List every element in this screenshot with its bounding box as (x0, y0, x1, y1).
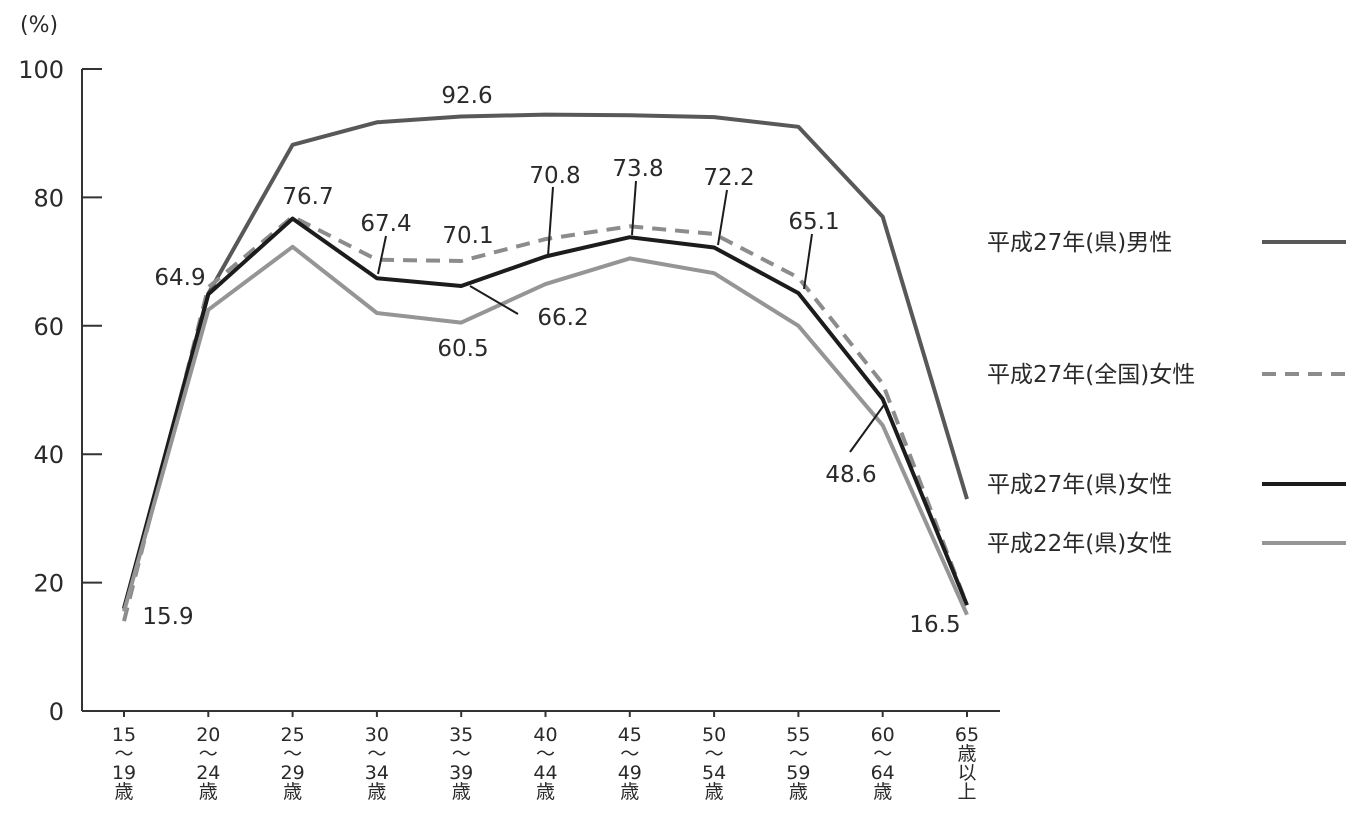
annotation-leader-line (631, 180, 637, 236)
x-tick-label: ～ (789, 743, 808, 765)
y-tick-label: 60 (33, 313, 64, 341)
x-tick-label: ～ (705, 743, 724, 765)
x-tick-label: 55 (786, 724, 810, 746)
x-tick-label: 歳 (114, 781, 133, 803)
y-tick-label: 100 (18, 56, 64, 84)
data-label: 64.9 (154, 265, 205, 291)
x-tick-label: ～ (452, 743, 471, 765)
x-tick-label: 45 (618, 724, 642, 746)
annotation-leader-line (849, 404, 885, 453)
data-label: 70.8 (529, 163, 580, 189)
x-tick-label: 歳 (873, 781, 892, 803)
x-tick-label: 以 (957, 762, 976, 784)
x-tick-label: 25 (281, 724, 305, 746)
y-tick-label: 20 (33, 570, 64, 598)
legend-item-label: 平成27年(県)女性 (987, 472, 1172, 498)
data-annotations: 92.6 76.7 67.4 70.1 70.8 73.8 72.2 65.1 64.9 66.2… (142, 83, 960, 638)
series-line (122, 244, 969, 616)
annotation-leader-line (717, 189, 728, 246)
x-tick-label: 15 (112, 724, 136, 746)
data-label: 70.1 (442, 223, 493, 249)
annotation-leader-line (547, 186, 554, 257)
data-label: 65.1 (788, 209, 839, 235)
x-tick-label: 歳 (789, 781, 808, 803)
x-tick-label: ～ (367, 743, 386, 765)
x-tick-label: ～ (114, 743, 133, 765)
x-tick-label: 歳 (957, 743, 976, 765)
legend-item-label: 平成22年(県)女性 (987, 531, 1172, 557)
legend: 平成27年(県)男性平成27年(全国)女性平成27年(県)女性平成22年(県)女… (987, 230, 1346, 557)
x-tick-label: 歳 (620, 781, 639, 803)
annotation-leader-line (803, 233, 813, 290)
data-label: 76.7 (282, 184, 333, 210)
data-label: 15.9 (142, 604, 193, 630)
y-tick-label: 40 (33, 441, 64, 469)
x-tick-label: ～ (873, 743, 892, 765)
x-tick-label: 50 (702, 724, 726, 746)
x-tick-label: ～ (620, 743, 639, 765)
x-tick-label: ～ (536, 743, 555, 765)
series-lines (122, 112, 969, 622)
x-tick-label: 65 (955, 724, 979, 746)
x-tick-label: 34 (365, 762, 389, 784)
x-tick-label: 35 (449, 724, 473, 746)
x-tick-label: 29 (281, 762, 305, 784)
x-tick-label: 歳 (283, 781, 302, 803)
x-tick-label: 64 (871, 762, 895, 784)
data-label: 60.5 (437, 336, 488, 362)
y-axis-unit-label: (%) (20, 13, 58, 38)
data-label: 73.8 (612, 156, 663, 182)
x-tick-label: 歳 (536, 781, 555, 803)
x-tick-label: 歳 (705, 781, 724, 803)
x-tick-label: ～ (283, 743, 302, 765)
legend-item-label: 平成27年(県)男性 (987, 230, 1172, 256)
data-label: 67.4 (360, 211, 411, 237)
x-tick-label: 19 (112, 762, 136, 784)
x-tick-label: 44 (533, 762, 557, 784)
x-tick-label: 40 (533, 724, 557, 746)
x-tick-label: 49 (618, 762, 642, 784)
x-tick-label: 39 (449, 762, 473, 784)
x-tick-label: 20 (196, 724, 220, 746)
data-label: 16.5 (909, 612, 960, 638)
x-tick-label: 59 (786, 762, 810, 784)
x-tick-label: 30 (365, 724, 389, 746)
annotation-leader-line (469, 285, 519, 315)
data-label: 72.2 (703, 165, 754, 191)
x-tick-label: 上 (957, 781, 976, 803)
x-tick-label: 60 (871, 724, 895, 746)
x-tick-label: 歳 (199, 781, 218, 803)
data-label: 92.6 (441, 83, 492, 109)
x-tick-label: 歳 (452, 781, 471, 803)
data-label: 48.6 (825, 462, 876, 488)
legend-item-label: 平成27年(全国)女性 (987, 362, 1195, 388)
x-tick-label: 54 (702, 762, 726, 784)
x-tick-label: ～ (199, 743, 218, 765)
annotation-leader-line (377, 235, 387, 275)
data-label: 66.2 (537, 305, 588, 331)
x-tick-label: 24 (196, 762, 220, 784)
x-tick-label: 歳 (367, 781, 386, 803)
y-tick-label: 0 (49, 698, 64, 726)
axes: (%)02040608010015～19歳20～24歳25～29歳30～34歳3… (18, 13, 1000, 803)
y-tick-label: 80 (33, 184, 64, 212)
